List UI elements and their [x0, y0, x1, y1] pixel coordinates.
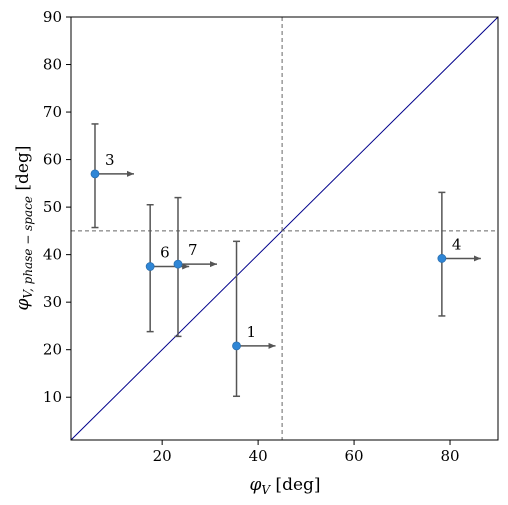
y-axis-label: φV, phase − space [deg]	[13, 146, 35, 311]
plot-frame	[70, 16, 499, 441]
y-tick-label: 30	[43, 293, 62, 311]
y-tick-label: 90	[43, 8, 62, 26]
y-tick-label: 50	[43, 198, 62, 216]
point-label: 1	[247, 323, 257, 341]
y-tick-label: 80	[43, 56, 62, 74]
y-tick-label: 10	[43, 388, 62, 406]
y-tick-label: 20	[43, 341, 62, 359]
x-tick-label: 40	[249, 447, 268, 465]
data-point	[437, 254, 447, 263]
x-axis-label: φV [deg]	[249, 475, 320, 497]
point-label: 7	[188, 241, 198, 259]
x-tick-label: 20	[153, 447, 172, 465]
point-label: 6	[160, 244, 170, 262]
point-label: 4	[452, 235, 462, 253]
data-point	[232, 341, 241, 351]
data-point	[90, 169, 100, 179]
point-label: 3	[105, 151, 115, 169]
plot-area: 3 6 7 1 4 20 40 60 80 10 20 30 40 50 60 70 80 90	[43, 8, 499, 465]
x-tick-label: 80	[440, 447, 459, 465]
x-tick-label: 60	[345, 447, 364, 465]
y-tick-label: 70	[43, 103, 62, 121]
data-point	[173, 259, 183, 269]
y-tick-label: 40	[43, 246, 62, 264]
y-tick-label: 60	[43, 151, 62, 169]
diagonal-line	[71, 17, 498, 440]
data-point	[145, 262, 155, 271]
